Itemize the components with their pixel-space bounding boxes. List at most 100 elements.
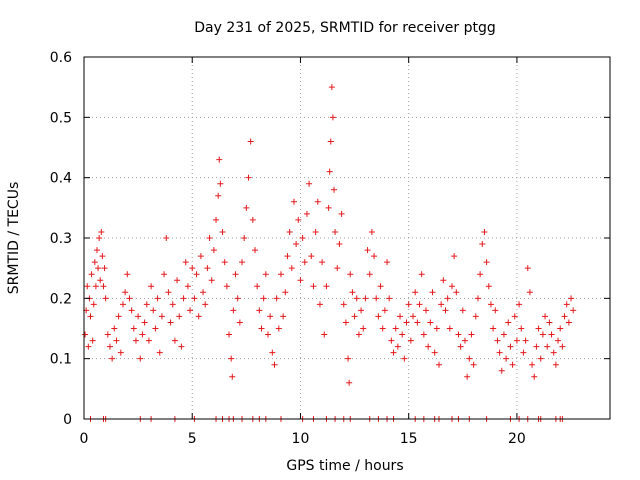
data-point [189,265,196,272]
data-point [349,289,356,296]
data-point [102,295,109,302]
data-point [336,241,343,248]
data-point [481,228,488,235]
data-point [260,295,267,302]
data-point [329,114,336,121]
data-point [202,301,209,308]
data-point [561,313,568,320]
data-point [226,331,233,338]
data-point [405,301,412,308]
data-point [429,289,436,296]
data-point [533,343,540,350]
data-point [204,265,211,272]
data-point [92,283,99,290]
data-point [96,235,103,241]
data-point [217,180,224,187]
y-tick-label: 0.5 [50,110,72,126]
data-point [154,295,161,302]
data-point [161,271,168,278]
data-point [433,325,440,332]
data-point [347,271,354,278]
data-point [275,325,282,332]
data-point [122,289,129,296]
data-point [483,259,490,266]
y-axis-label: SRMTID / TECUs [6,182,22,295]
data-point [492,307,499,314]
data-point [223,283,230,290]
data-point [416,301,423,308]
data-point [345,355,352,362]
data-point [262,271,269,278]
data-point [375,313,382,320]
data-point [295,216,302,223]
data-point [247,138,254,145]
data-point [132,337,139,344]
data-point [85,343,92,350]
data-point [503,355,510,362]
data-point [509,361,516,368]
x-tick-label: 0 [80,431,89,447]
data-point [319,259,326,266]
data-point [191,295,198,302]
data-point [435,361,442,368]
data-point [511,313,518,320]
data-point [111,325,118,332]
data-point [293,241,300,248]
y-tick-label: 0.3 [50,231,72,247]
data-point [353,295,360,302]
data-point [323,283,330,290]
y-tick-label: 0.1 [50,352,72,368]
data-point [288,265,295,272]
y-tick-label: 0.6 [50,50,72,66]
data-point [418,271,425,278]
data-point [89,337,96,344]
data-point [423,307,430,314]
data-point [388,337,395,344]
data-point [128,307,135,314]
data-point [243,204,250,211]
data-point [169,301,176,308]
data-point [373,295,380,302]
data-point [232,271,239,278]
data-point [505,319,512,326]
data-point [351,313,358,320]
data-point [184,283,191,290]
data-point [197,253,204,260]
data-point [507,343,514,350]
data-point [187,307,194,314]
data-point [410,313,417,320]
data-point [548,331,555,338]
data-point [479,241,486,248]
data-point [346,379,353,386]
data-point [539,331,546,338]
data-point [193,271,200,278]
data-point [379,325,386,332]
data-point [143,301,150,308]
data-point [109,355,116,362]
data-point [474,295,481,302]
data-point [176,313,183,320]
data-point [84,283,91,290]
data-point [213,216,220,223]
data-point [216,156,223,163]
data-point [97,277,104,284]
data-point [542,313,549,320]
data-point [241,235,248,241]
data-point [273,295,280,302]
data-point [210,247,217,254]
x-tick-label: 5 [188,431,197,447]
data-point [498,367,505,374]
data-point [438,301,445,308]
data-point [158,313,165,320]
data-point [427,319,434,326]
data-point [282,289,289,296]
data-point [316,301,323,308]
data-point [535,325,542,332]
data-point [557,325,564,332]
data-point [178,343,185,350]
data-point [384,259,391,266]
data-point [537,355,544,362]
data-point [156,349,163,356]
data-point [165,289,172,296]
